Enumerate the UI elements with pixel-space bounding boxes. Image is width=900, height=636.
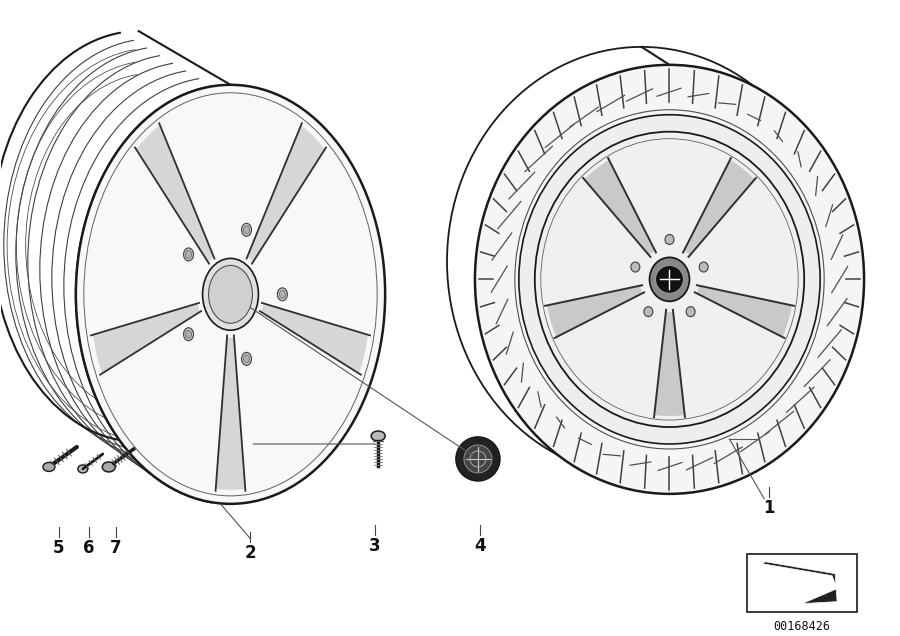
Ellipse shape: [518, 114, 820, 444]
Ellipse shape: [184, 248, 194, 261]
Polygon shape: [683, 158, 756, 257]
Polygon shape: [91, 303, 202, 375]
Bar: [747, 554, 857, 612]
Ellipse shape: [650, 258, 689, 301]
Ellipse shape: [686, 307, 695, 317]
Ellipse shape: [665, 235, 674, 244]
Ellipse shape: [644, 307, 652, 317]
Text: 5: 5: [53, 539, 65, 556]
Polygon shape: [583, 158, 656, 257]
Ellipse shape: [244, 226, 249, 234]
Text: 4: 4: [474, 537, 486, 555]
Ellipse shape: [185, 251, 192, 258]
Text: 6: 6: [83, 539, 94, 556]
Text: 2: 2: [245, 544, 256, 562]
Circle shape: [464, 445, 492, 473]
Ellipse shape: [631, 262, 640, 272]
Polygon shape: [260, 303, 370, 375]
Ellipse shape: [202, 258, 258, 330]
Circle shape: [655, 265, 683, 293]
Polygon shape: [695, 285, 794, 338]
Ellipse shape: [103, 462, 115, 472]
Polygon shape: [247, 123, 326, 264]
Ellipse shape: [244, 355, 249, 363]
Polygon shape: [762, 562, 837, 604]
Ellipse shape: [184, 328, 194, 341]
Text: 7: 7: [110, 539, 122, 556]
Ellipse shape: [475, 65, 864, 494]
Ellipse shape: [185, 330, 192, 338]
Polygon shape: [135, 123, 214, 264]
Polygon shape: [654, 310, 685, 417]
Ellipse shape: [535, 132, 805, 427]
Polygon shape: [545, 285, 644, 338]
Ellipse shape: [699, 262, 708, 272]
Text: 00168426: 00168426: [774, 619, 831, 633]
Ellipse shape: [277, 288, 287, 301]
Text: 3: 3: [369, 537, 381, 555]
Ellipse shape: [43, 462, 55, 471]
Ellipse shape: [241, 352, 251, 365]
Ellipse shape: [209, 265, 253, 323]
Ellipse shape: [371, 431, 385, 441]
Ellipse shape: [78, 465, 88, 473]
Ellipse shape: [279, 291, 285, 298]
Text: 1: 1: [763, 499, 775, 517]
Ellipse shape: [241, 223, 251, 237]
Circle shape: [456, 437, 500, 481]
Polygon shape: [216, 335, 246, 491]
Ellipse shape: [76, 85, 385, 504]
